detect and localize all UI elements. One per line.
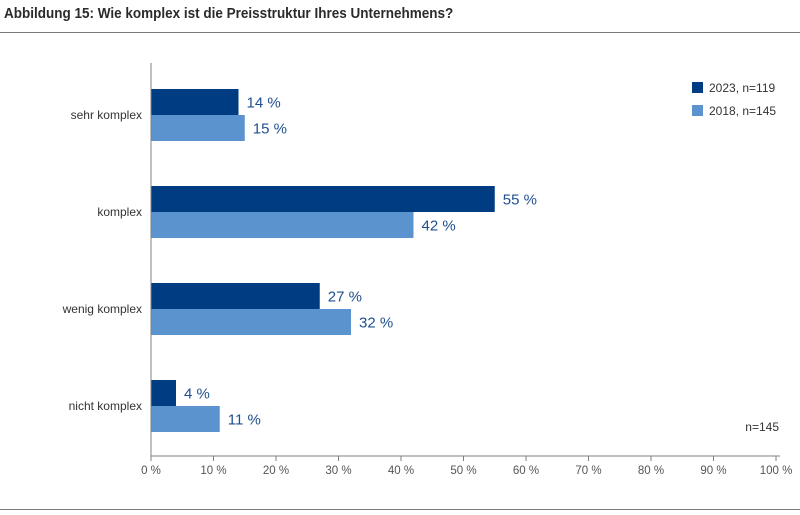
x-tick-label: 50 % <box>450 465 476 477</box>
bar <box>151 212 414 238</box>
legend: 2023, n=119 2018, n=145 <box>692 81 776 118</box>
data-label: 42 % <box>422 218 456 235</box>
category-label: sehr komplex <box>71 108 142 122</box>
x-tick-label: 80 % <box>638 465 664 477</box>
title-divider <box>0 32 800 33</box>
bar <box>151 89 239 115</box>
bar <box>151 309 351 335</box>
y-axis: sehr komplex komplex wenig komplex nicht ko… <box>62 63 152 456</box>
data-label: 11 % <box>228 412 261 429</box>
data-label: 55 % <box>503 192 537 209</box>
bottom-divider <box>0 509 800 510</box>
bar <box>151 186 495 212</box>
x-tick-label: 40 % <box>388 465 414 477</box>
x-tick-label: 10 % <box>200 465 226 477</box>
data-label: 4 % <box>184 386 210 403</box>
chart-title: Abbildung 15: Wie komplex ist die Preiss… <box>4 5 454 22</box>
data-label: 14 % <box>247 95 281 112</box>
legend-swatch <box>692 105 703 116</box>
x-tick-label: 60 % <box>513 465 539 477</box>
x-tick-label: 90 % <box>700 465 726 477</box>
category-label: komplex <box>97 205 142 219</box>
data-label: 15 % <box>253 121 287 138</box>
x-tick-label: 20 % <box>263 465 289 477</box>
bar <box>151 406 220 432</box>
legend-label: 2018, n=145 <box>709 104 776 118</box>
x-tick-label: 30 % <box>325 465 351 477</box>
x-axis: 0 % 10 % 20 % 30 % 40 % 50 % 60 % 70 % 80 % 90 % 1… <box>141 455 793 477</box>
x-tick-label: 0 % <box>141 465 161 477</box>
legend-swatch <box>692 82 703 93</box>
bar <box>151 283 320 309</box>
bar <box>151 380 176 406</box>
data-label: 32 % <box>359 315 393 332</box>
category-label: nicht komplex <box>69 399 142 413</box>
x-tick-label: 70 % <box>575 465 601 477</box>
bar <box>151 115 245 141</box>
data-label: 27 % <box>328 289 362 306</box>
x-tick-label: 100 % <box>760 465 793 477</box>
category-label: wenig komplex <box>62 302 142 316</box>
legend-label: 2023, n=119 <box>709 81 776 95</box>
sample-size-note: n=145 <box>745 420 779 434</box>
bars-group: 14 % 15 % 55 % 42 % 27 % 32 % 4 % 11 % <box>151 89 537 432</box>
